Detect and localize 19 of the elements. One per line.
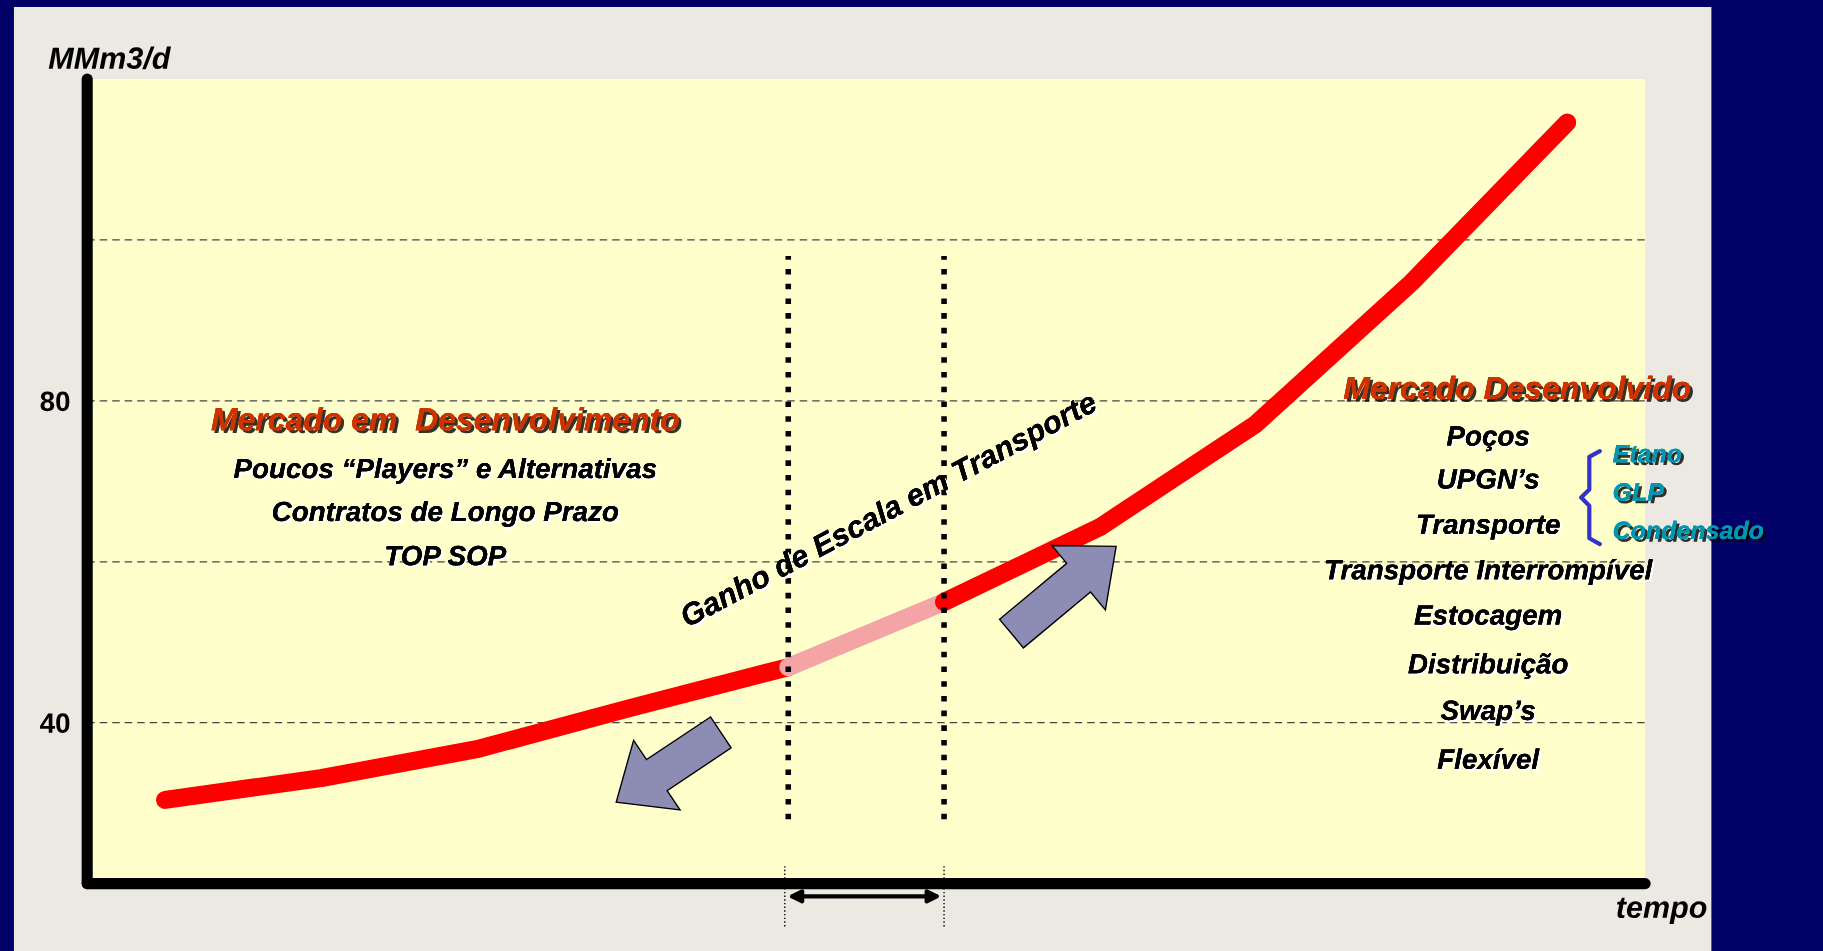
annotation: Mercado em Desenvolvimento: [211, 407, 682, 434]
annotation: Contratos de Longo Prazo: [273, 500, 621, 529]
y-tick-label: 80: [40, 391, 70, 412]
annotation: Estocagem: [1414, 605, 1564, 633]
annotation: Distribuição: [1408, 653, 1570, 682]
y-tick-label: 40: [40, 713, 70, 734]
annotation: Etano: [1613, 445, 1684, 466]
annotation: TOP SOP: [386, 545, 509, 568]
annotation: Transporte Interrompível: [1325, 558, 1655, 588]
annotation: UPGN’s: [1438, 469, 1541, 491]
annotation: GLP: [1613, 483, 1667, 504]
annotation: Flexível: [1437, 748, 1542, 772]
annotation: Transporte: [1417, 514, 1562, 542]
annotation: Mercado Desenvolvido: [1343, 375, 1693, 402]
x-axis-title: tempo: [1617, 897, 1707, 925]
annotation: Poços: [1446, 426, 1531, 454]
annotation: Swap’s: [1440, 700, 1537, 728]
annotation: Poucos “Players” e Alternativas: [234, 457, 659, 486]
y-axis-title: MMm3/d: [48, 46, 171, 70]
